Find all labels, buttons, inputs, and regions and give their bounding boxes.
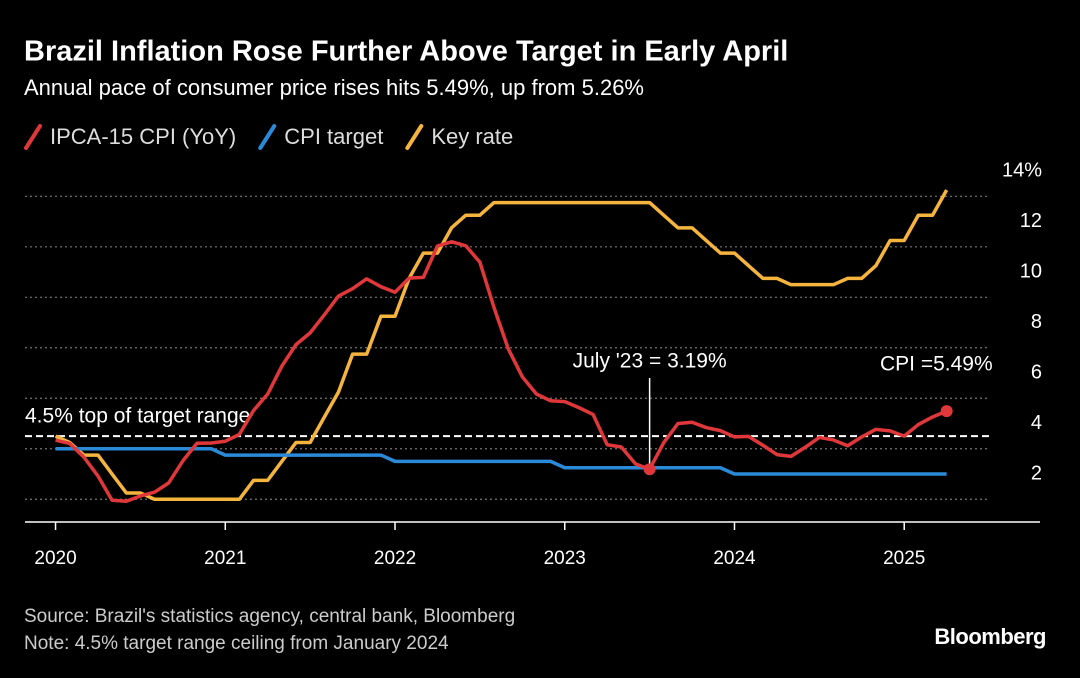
y-tick-label: 10 [1020, 261, 1042, 283]
legend-label: CPI target [284, 124, 383, 149]
chart-title: Brazil Inflation Rose Further Above Targ… [24, 36, 788, 68]
source: Source: Brazil's statistics agency, cent… [24, 606, 515, 627]
legend-label: Key rate [431, 124, 513, 149]
y-tick-label: 8 [1031, 311, 1042, 333]
reference-label: 4.5% top of target range [25, 405, 250, 428]
y-tick-label: 14% [1002, 160, 1042, 182]
note: Note: 4.5% target range ceiling from Jan… [24, 633, 449, 654]
legend-label: IPCA-15 CPI (YoY) [50, 124, 236, 149]
annotation-dot [643, 463, 656, 476]
chart-subtitle: Annual pace of consumer price rises hits… [24, 75, 644, 100]
legend-swatch [24, 124, 42, 150]
legend-swatch [405, 124, 424, 150]
x-tick-label: 2021 [204, 548, 246, 569]
annotation-dot [940, 405, 953, 418]
y-tick-label: 2 [1031, 463, 1042, 485]
series-line [54, 189, 949, 502]
y-tick-label: 12 [1020, 210, 1042, 232]
x-tick-label: 2025 [883, 548, 925, 569]
x-tick-label: 2020 [34, 548, 76, 569]
annotation: July '23 = 3.19% [573, 350, 727, 373]
y-tick-label: 4 [1031, 412, 1042, 434]
x-tick-label: 2022 [374, 548, 416, 569]
x-tick-label: 2023 [544, 548, 586, 569]
annotation: CPI =5.49% [880, 353, 993, 376]
y-tick-label: 6 [1031, 362, 1042, 384]
x-tick-label: 2024 [713, 548, 756, 569]
brand: Bloomberg [934, 624, 1046, 649]
series-line [55, 239, 948, 504]
series-line [55, 447, 947, 476]
legend-swatch [258, 124, 277, 150]
